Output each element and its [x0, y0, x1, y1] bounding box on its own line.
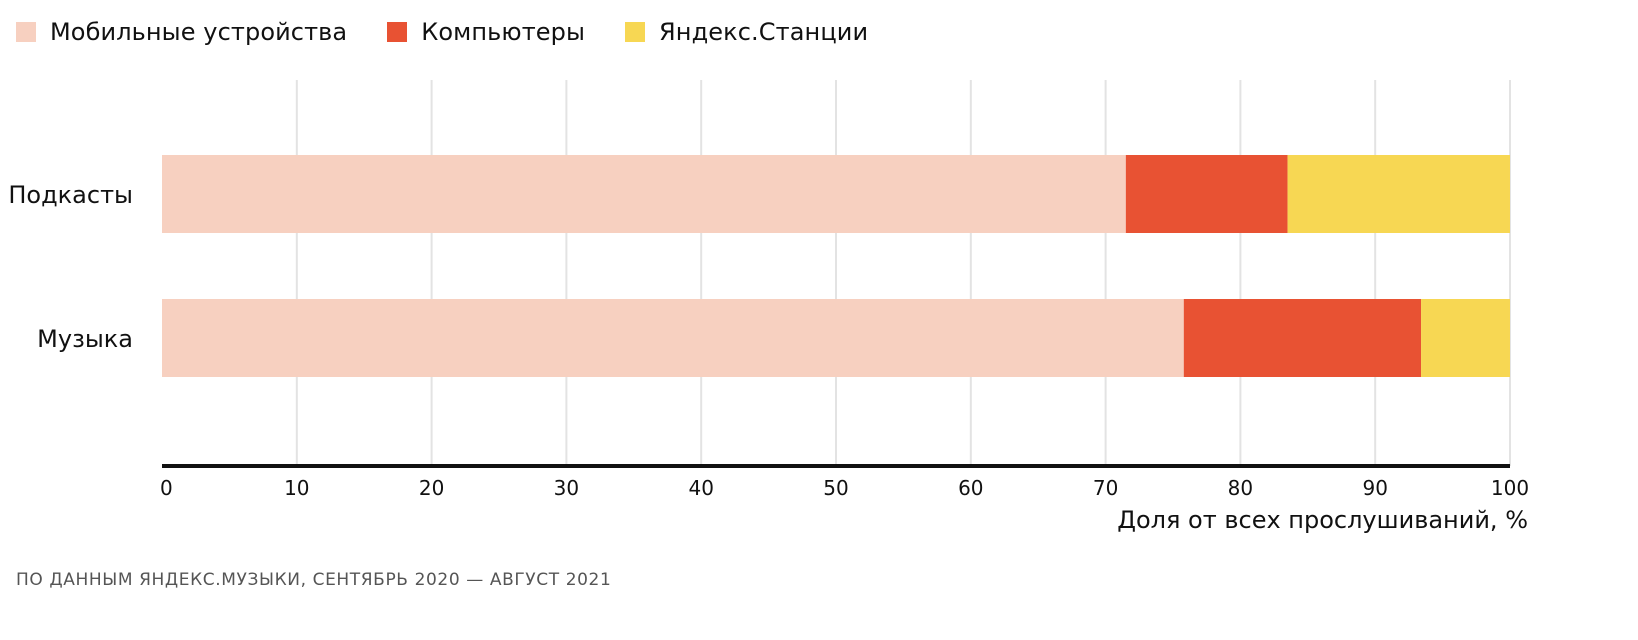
category-label: Подкасты	[8, 181, 133, 209]
tick-label: 100	[1491, 476, 1529, 500]
tick-label: 90	[1362, 476, 1387, 500]
tick-label: 50	[823, 476, 848, 500]
source-note: ПО ДАННЫМ ЯНДЕКС.МУЗЫКИ, СЕНТЯБРЬ 2020 —…	[16, 570, 612, 590]
tick-label: 10	[284, 476, 309, 500]
legend-swatch	[625, 22, 646, 42]
legend-item: Мобильные устройства	[16, 18, 347, 46]
legend-swatch	[16, 22, 36, 42]
category-label: Музыка	[37, 325, 133, 353]
tick-label: 20	[419, 476, 444, 500]
tick-label: 80	[1228, 476, 1253, 500]
tick-label: 30	[554, 476, 579, 500]
bar-segment	[162, 299, 1184, 377]
legend-label: Компьютеры	[421, 18, 586, 46]
tick-label: 60	[958, 476, 983, 500]
x-axis-label: Доля от всех прослушиваний, %	[1117, 506, 1528, 534]
bar-segment	[1421, 299, 1510, 377]
legend-label: Яндекс.Станции	[659, 18, 869, 46]
legend-swatch	[387, 22, 408, 42]
bar-segment	[1287, 155, 1510, 233]
legend: Мобильные устройства Компьютеры Яндекс.Ста…	[16, 18, 908, 46]
legend-item: Яндекс.Станции	[625, 18, 868, 46]
tick-label: 70	[1093, 476, 1118, 500]
tick-label: 40	[688, 476, 713, 500]
tick-label: 0	[160, 476, 173, 500]
legend-label: Мобильные устройства	[50, 18, 348, 46]
bar-segment	[1183, 299, 1422, 377]
bar-segment	[162, 155, 1126, 233]
bar-segment	[1125, 155, 1288, 233]
legend-item: Компьютеры	[387, 18, 585, 46]
